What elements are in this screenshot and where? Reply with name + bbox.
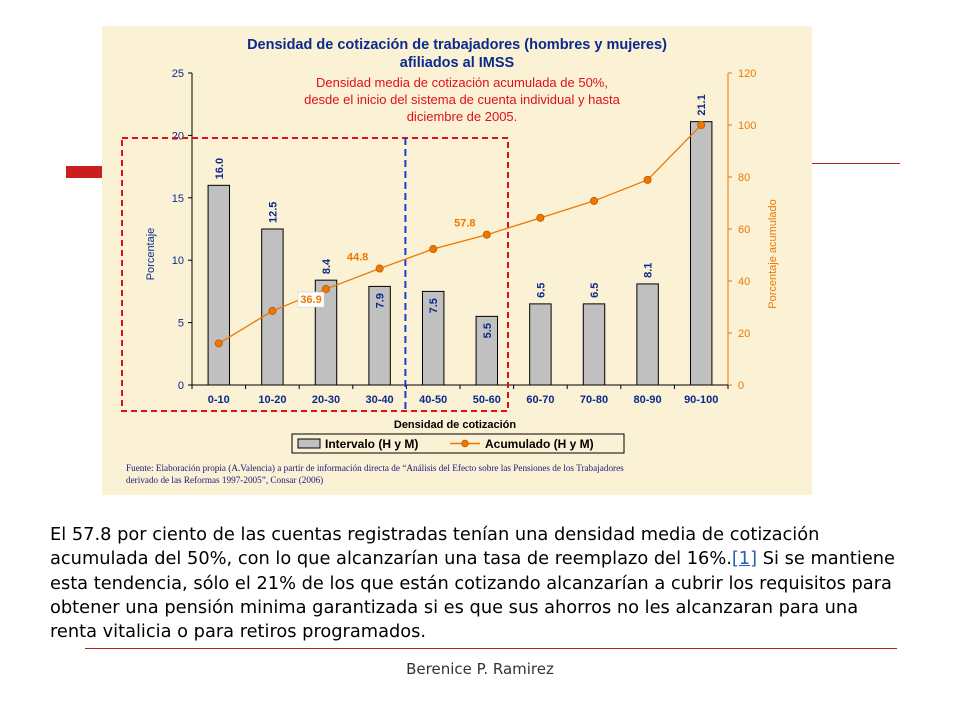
cumulative-point xyxy=(536,213,545,222)
bar xyxy=(475,315,499,386)
bar-value-label: 6.5 xyxy=(535,283,547,298)
annotation-line-1: Densidad media de cotización acumulada d… xyxy=(316,75,608,90)
decorative-line-bottom xyxy=(85,648,897,649)
x-tick-label: 60-70 xyxy=(526,394,554,406)
y-tick-label-right: 60 xyxy=(738,224,750,236)
bar-value-label: 8.4 xyxy=(321,258,333,274)
cumulative-point xyxy=(214,339,223,348)
bar-value-label: 21.1 xyxy=(696,94,708,115)
x-tick-label: 50-60 xyxy=(473,394,501,406)
body-text-before-link: El 57.8 por ciento de las cuentas regist… xyxy=(50,524,820,570)
chart-panel: Densidad de cotización de trabajadores (… xyxy=(102,26,812,495)
x-tick-label: 20-30 xyxy=(312,394,340,406)
chart-marks: 0 5 10 15 20 25 0 20 40 60 80 100 120 0-10 10-20 20-30 3… xyxy=(121,68,756,412)
point-label: 44.8 xyxy=(347,252,368,264)
annotation-line-2: desde el inicio del sistema de cuenta in… xyxy=(304,92,621,107)
source-note-line-1: Fuente: Elaboración propia (A.Valencia) … xyxy=(126,463,624,473)
legend-label-bar: Intervalo (H y M) xyxy=(325,437,418,451)
x-tick-label: 30-40 xyxy=(366,394,394,406)
bar-value-label: 7.9 xyxy=(375,293,387,308)
y-tick-label-right: 40 xyxy=(738,276,750,288)
y-tick-label-left: 10 xyxy=(172,255,184,267)
y-tick-label-left: 5 xyxy=(178,318,184,330)
source-note: Fuente: Elaboración propia (A.Valencia) … xyxy=(126,462,796,486)
chart-title-line-2: afiliados al IMSS xyxy=(400,55,515,71)
bar-value-label: 5.5 xyxy=(482,323,494,338)
legend-swatch-marker xyxy=(461,439,469,448)
point-label-background xyxy=(297,291,325,308)
y-tick-label-right: 0 xyxy=(738,380,744,392)
x-tick-label: 80-90 xyxy=(634,394,662,406)
x-tick-label: 40-50 xyxy=(419,394,447,406)
bar xyxy=(529,303,552,386)
y-tick-label-left: 15 xyxy=(172,193,184,205)
bar xyxy=(582,303,606,386)
y-tick-label-right: 120 xyxy=(738,68,756,80)
bar xyxy=(421,290,445,386)
x-tick-label: 70-80 xyxy=(580,394,608,406)
legend-swatch-bar xyxy=(297,438,321,449)
bar xyxy=(368,285,391,386)
bar-value-label: 7.5 xyxy=(428,298,440,313)
cumulative-point xyxy=(697,121,706,130)
cumulative-point xyxy=(482,230,491,239)
y-tick-label-right: 100 xyxy=(738,120,756,132)
y-tick-label-right: 80 xyxy=(738,172,750,184)
bar-value-label: 8.1 xyxy=(643,263,655,278)
cumulative-point xyxy=(375,264,384,273)
annotation-line-3: diciembre de 2005. xyxy=(407,109,518,124)
x-tick-label: 90-100 xyxy=(684,394,718,406)
point-label: 36.9 xyxy=(300,294,321,306)
bar xyxy=(636,283,659,386)
y-tick-label-left: 25 xyxy=(172,68,184,80)
bar xyxy=(689,121,713,386)
bar xyxy=(207,184,231,386)
point-label: 57.8 xyxy=(454,218,475,230)
bar-value-label: 6.5 xyxy=(589,283,601,298)
legend: Intervalo (H y M) Acumulado (H y M) xyxy=(291,433,625,454)
legend-label-line: Acumulado (H y M) xyxy=(485,437,594,451)
cumulative-point xyxy=(429,245,438,254)
footnote-link[interactable]: [1] xyxy=(731,548,758,570)
cumulative-point xyxy=(643,175,652,184)
y-axis-label-right: Porcentaje acumulado xyxy=(767,199,779,308)
footer-author: Berenice P. Ramirez xyxy=(406,660,554,678)
cumulative-point xyxy=(268,306,277,315)
x-axis-label: Densidad de cotización xyxy=(394,419,517,431)
y-axis-label-left: Porcentaje xyxy=(145,228,157,281)
body-text-after-link: Si se mantiene esta tendencia, sólo el 2… xyxy=(50,548,895,643)
cumulative-point xyxy=(321,285,330,294)
chart-svg: Densidad de cotización de trabajadores (… xyxy=(102,26,812,495)
cumulative-point xyxy=(589,196,598,205)
body-paragraph: El 57.8 por ciento de las cuentas regist… xyxy=(50,523,910,644)
chart-title-line-1: Densidad de cotización de trabajadores (… xyxy=(247,37,667,53)
x-tick-label: 0-10 xyxy=(208,394,230,406)
y-tick-label-left: 0 xyxy=(178,380,184,392)
x-tick-label: 10-20 xyxy=(258,394,286,406)
y-tick-label-right: 20 xyxy=(738,328,750,340)
highlight-dashed-box xyxy=(121,137,509,412)
bar-value-label: 12.5 xyxy=(267,202,279,223)
y-tick-label-left: 20 xyxy=(172,130,184,142)
bar-value-label: 16.0 xyxy=(214,158,226,179)
source-note-line-2: derivado de las Reformas 1997-2005”, Con… xyxy=(126,475,324,485)
